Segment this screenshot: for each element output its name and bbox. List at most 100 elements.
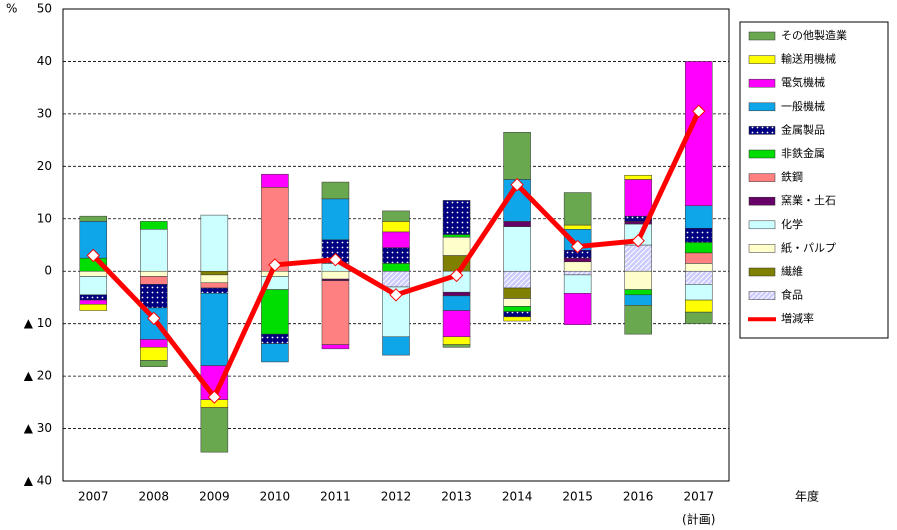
bar-segment [79,294,108,301]
plot-frame [62,8,730,482]
y-tick-label: 50 [37,2,52,16]
bar-segment [442,336,471,345]
line-marker [207,390,222,404]
x-tick-label: 2017 [683,490,714,504]
bar-segment [382,231,410,248]
bar-segment [624,294,652,306]
bar-segment [382,270,410,288]
bar-segment [200,292,229,366]
bar-segment [200,274,229,284]
bar-segment [503,270,531,289]
y-tick-label: ▲ 40 [24,474,52,488]
x-tick-label: 2015 [562,490,593,504]
bar-segment [200,282,229,289]
x-tick-label: 2007 [78,490,109,504]
legend-label: 金属製品 [781,122,825,136]
bar-segment [624,289,652,296]
bar-segment [624,179,652,217]
y-axis-label: % [6,2,17,16]
legend-label: 繊維 [781,265,803,278]
bar-segment [503,316,531,322]
bar-segment [321,198,350,241]
bar-segment [684,263,713,272]
line-marker [631,234,645,248]
bar-segment [140,360,168,367]
bar-segment [442,344,471,348]
x-tick-label: 2010 [260,490,291,504]
bar-segment [140,339,168,348]
bar-segment [684,252,713,264]
legend-label: 非鉄金属 [781,146,825,160]
bar-segment [200,287,229,294]
bar-segment [382,336,410,356]
legend-swatch [748,291,776,300]
y-tick-label: 40 [37,54,52,68]
line-marker [86,248,100,263]
bar-segment [503,306,531,312]
x-tick-label: 2008 [139,490,170,504]
bar-segment [503,311,531,318]
bar-segment [382,221,410,233]
legend-swatch [748,78,776,88]
legend-label: 輸送用機械 [781,52,836,66]
bar-segment [79,270,108,277]
bar-segment [261,343,289,363]
bar-segment [503,226,531,272]
legend-label: 一般機械 [781,99,825,113]
line-marker [449,268,464,283]
line-marker [147,311,161,326]
x-annotation: (計画) [682,512,715,527]
bar-segment [563,257,592,263]
bar-segment [200,214,229,272]
legend-label: 電気機械 [781,75,825,89]
bar-segment [321,270,350,280]
y-tick-label: ▲ 10 [24,316,52,330]
bar-segment [563,274,592,294]
y-tick-label: 10 [37,211,52,225]
bar-segment [140,229,168,272]
legend-swatch [748,267,776,277]
bar-segment [200,407,229,453]
bar-segment [442,310,471,338]
legend-label: 増減率 [781,311,814,325]
y-tick-label: 0 [44,264,52,278]
bar-segment [442,236,471,256]
bar-segment [684,242,713,254]
bar-segment [140,221,168,230]
bar-segment [261,289,289,335]
bar-segment [382,247,410,264]
legend-label: 鉄鋼 [781,170,803,184]
bar-segment [140,284,168,309]
line-marker [510,177,524,192]
line-marker [328,252,343,267]
bar-segment [442,295,471,311]
bar-segment [321,344,350,350]
bar-segment [624,174,652,180]
line-marker [389,288,403,302]
bar-segment [442,234,471,238]
bar-segment [563,261,592,272]
line-marker [268,258,282,272]
x-tick-label: 2012 [381,490,412,504]
bar-segment [442,291,471,297]
bar-segment [684,299,713,313]
bar-segment [624,270,652,290]
bar-segment [382,210,410,222]
bar-segment [563,292,592,325]
bar-segment [382,263,410,272]
bar-segment [79,215,108,222]
bar-segment [684,205,713,229]
y-tick-label: 30 [37,106,52,120]
x-tick-label: 2013 [441,490,472,504]
legend-swatch [748,126,776,135]
bar-segment [261,187,289,272]
bar-segment [321,181,350,200]
line-marker [570,239,585,254]
x-tick-label: 2016 [623,490,654,504]
x-tick-label: 2009 [199,490,230,504]
bar-segment [503,221,531,227]
legend-label: 紙・パルプ [781,240,836,254]
legend-swatch [748,102,776,112]
bar-segment [503,298,531,307]
